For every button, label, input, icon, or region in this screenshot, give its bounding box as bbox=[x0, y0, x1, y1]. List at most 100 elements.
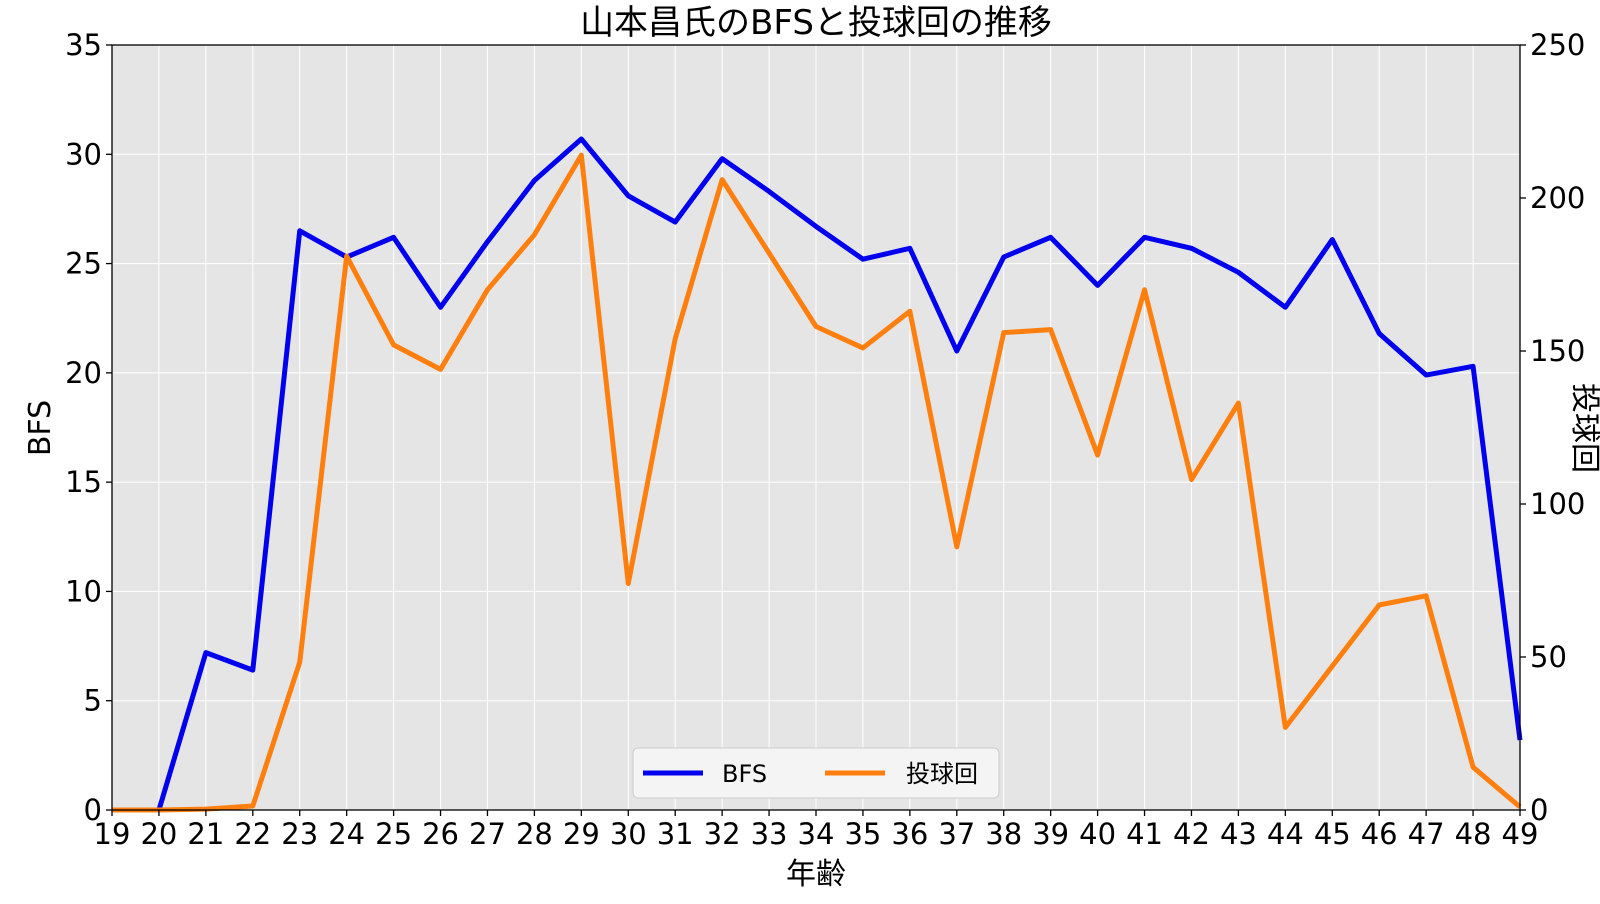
x-tick-label: 19 bbox=[94, 817, 131, 851]
y-tick-label: 5 bbox=[84, 684, 102, 718]
x-tick-label: 44 bbox=[1267, 817, 1304, 851]
x-tick-label: 46 bbox=[1361, 817, 1398, 851]
x-tick-label: 26 bbox=[422, 817, 459, 851]
x-tick-label: 42 bbox=[1173, 817, 1210, 851]
x-tick-label: 27 bbox=[469, 817, 506, 851]
data-point-innings bbox=[533, 234, 535, 236]
data-point-innings bbox=[1237, 402, 1239, 404]
legend-label-bfs: BFS bbox=[722, 760, 767, 788]
data-point-bfs bbox=[1284, 306, 1286, 308]
data-point-bfs bbox=[1003, 256, 1005, 258]
legend-label-innings: 投球回 bbox=[906, 760, 978, 788]
chart-title: 山本昌氏のBFSと投球回の推移 bbox=[580, 3, 1052, 43]
x-tick-label: 25 bbox=[375, 817, 412, 851]
y-axis-title: BFS bbox=[23, 400, 58, 456]
data-point-innings bbox=[1003, 332, 1005, 334]
x-tick-label: 33 bbox=[751, 817, 788, 851]
x-tick-label: 41 bbox=[1126, 817, 1163, 851]
x-tick-label: 40 bbox=[1079, 817, 1116, 851]
data-point-innings bbox=[956, 546, 958, 548]
data-point-innings bbox=[346, 255, 348, 257]
x-tick-label: 49 bbox=[1502, 817, 1539, 851]
y-tick-label: 20 bbox=[65, 356, 102, 390]
data-point-innings bbox=[721, 179, 723, 181]
data-point-bfs bbox=[1190, 247, 1192, 249]
data-point-bfs bbox=[205, 652, 207, 654]
data-point-bfs bbox=[1472, 365, 1474, 367]
data-point-bfs bbox=[627, 195, 629, 197]
x-tick-label: 45 bbox=[1314, 817, 1351, 851]
data-point-innings bbox=[1472, 766, 1474, 768]
x-tick-label: 36 bbox=[891, 817, 928, 851]
data-point-bfs bbox=[393, 236, 395, 238]
data-point-innings bbox=[1425, 595, 1427, 597]
data-point-bfs bbox=[533, 180, 535, 182]
x-axis-title: 年齢 bbox=[786, 857, 846, 892]
data-point-bfs bbox=[1144, 236, 1146, 238]
legend-box bbox=[632, 747, 1000, 799]
y-tick-label: 0 bbox=[84, 793, 102, 827]
legend: BFS 投球回 bbox=[632, 747, 1000, 799]
x-tick-label: 23 bbox=[281, 817, 318, 851]
data-point-innings bbox=[440, 368, 442, 370]
y2-tick-label: 0 bbox=[1530, 793, 1548, 827]
data-point-bfs bbox=[815, 225, 817, 227]
data-point-bfs bbox=[299, 230, 301, 232]
data-point-bfs bbox=[1378, 333, 1380, 335]
data-point-bfs bbox=[1097, 284, 1099, 286]
data-point-bfs bbox=[1237, 271, 1239, 273]
y-tick-label: 35 bbox=[65, 28, 102, 62]
x-tick-label: 20 bbox=[140, 817, 177, 851]
x-tick-label: 39 bbox=[1032, 817, 1069, 851]
data-point-bfs bbox=[909, 247, 911, 249]
y-tick-label: 15 bbox=[65, 465, 102, 499]
data-point-innings bbox=[862, 347, 864, 349]
data-point-innings bbox=[674, 338, 676, 340]
data-point-innings bbox=[1331, 665, 1333, 667]
y-tick-label: 10 bbox=[65, 574, 102, 608]
x-tick-label: 29 bbox=[563, 817, 600, 851]
data-point-bfs bbox=[674, 221, 676, 223]
x-tick-label: 31 bbox=[657, 817, 694, 851]
x-tick-label: 37 bbox=[938, 817, 975, 851]
data-point-innings bbox=[299, 661, 301, 663]
y2-tick-label: 200 bbox=[1530, 181, 1585, 215]
x-tick-label: 34 bbox=[798, 817, 835, 851]
data-point-bfs bbox=[440, 306, 442, 308]
data-point-innings bbox=[909, 310, 911, 312]
data-point-innings bbox=[1378, 604, 1380, 606]
x-tick-label: 28 bbox=[516, 817, 553, 851]
data-point-bfs bbox=[1425, 374, 1427, 376]
data-point-innings bbox=[205, 808, 207, 810]
data-point-innings bbox=[1097, 454, 1099, 456]
x-tick-label: 24 bbox=[328, 817, 365, 851]
x-tick-label: 38 bbox=[985, 817, 1022, 851]
data-point-bfs bbox=[1050, 236, 1052, 238]
y-tick-label: 25 bbox=[65, 247, 102, 281]
data-point-bfs bbox=[768, 190, 770, 192]
data-point-bfs bbox=[862, 258, 864, 260]
y-tick-label: 30 bbox=[65, 137, 102, 171]
data-point-innings bbox=[393, 344, 395, 346]
data-point-innings bbox=[252, 805, 254, 807]
x-tick-label: 32 bbox=[704, 817, 741, 851]
lines-layer bbox=[111, 136, 1523, 813]
y2-tick-label: 150 bbox=[1530, 334, 1585, 368]
grid-layer bbox=[111, 44, 1521, 811]
data-point-innings bbox=[1050, 329, 1052, 331]
x-tick-label: 47 bbox=[1408, 817, 1445, 851]
data-point-bfs bbox=[580, 138, 582, 140]
data-point-innings bbox=[1284, 726, 1286, 728]
y2-tick-label: 50 bbox=[1530, 640, 1567, 674]
x-tick-label: 35 bbox=[844, 817, 881, 851]
data-point-innings bbox=[768, 252, 770, 254]
data-point-innings bbox=[580, 154, 582, 156]
data-point-innings bbox=[815, 326, 817, 328]
data-point-bfs bbox=[252, 669, 254, 671]
ticks-layer: 19 20 21 22 23 24 25 26 27 28 29 30 31 32 33 34 35 36 37 38… bbox=[65, 28, 1585, 851]
x-tick-label: 43 bbox=[1220, 817, 1257, 851]
data-point-bfs bbox=[486, 241, 488, 243]
data-point-innings bbox=[1190, 479, 1192, 481]
